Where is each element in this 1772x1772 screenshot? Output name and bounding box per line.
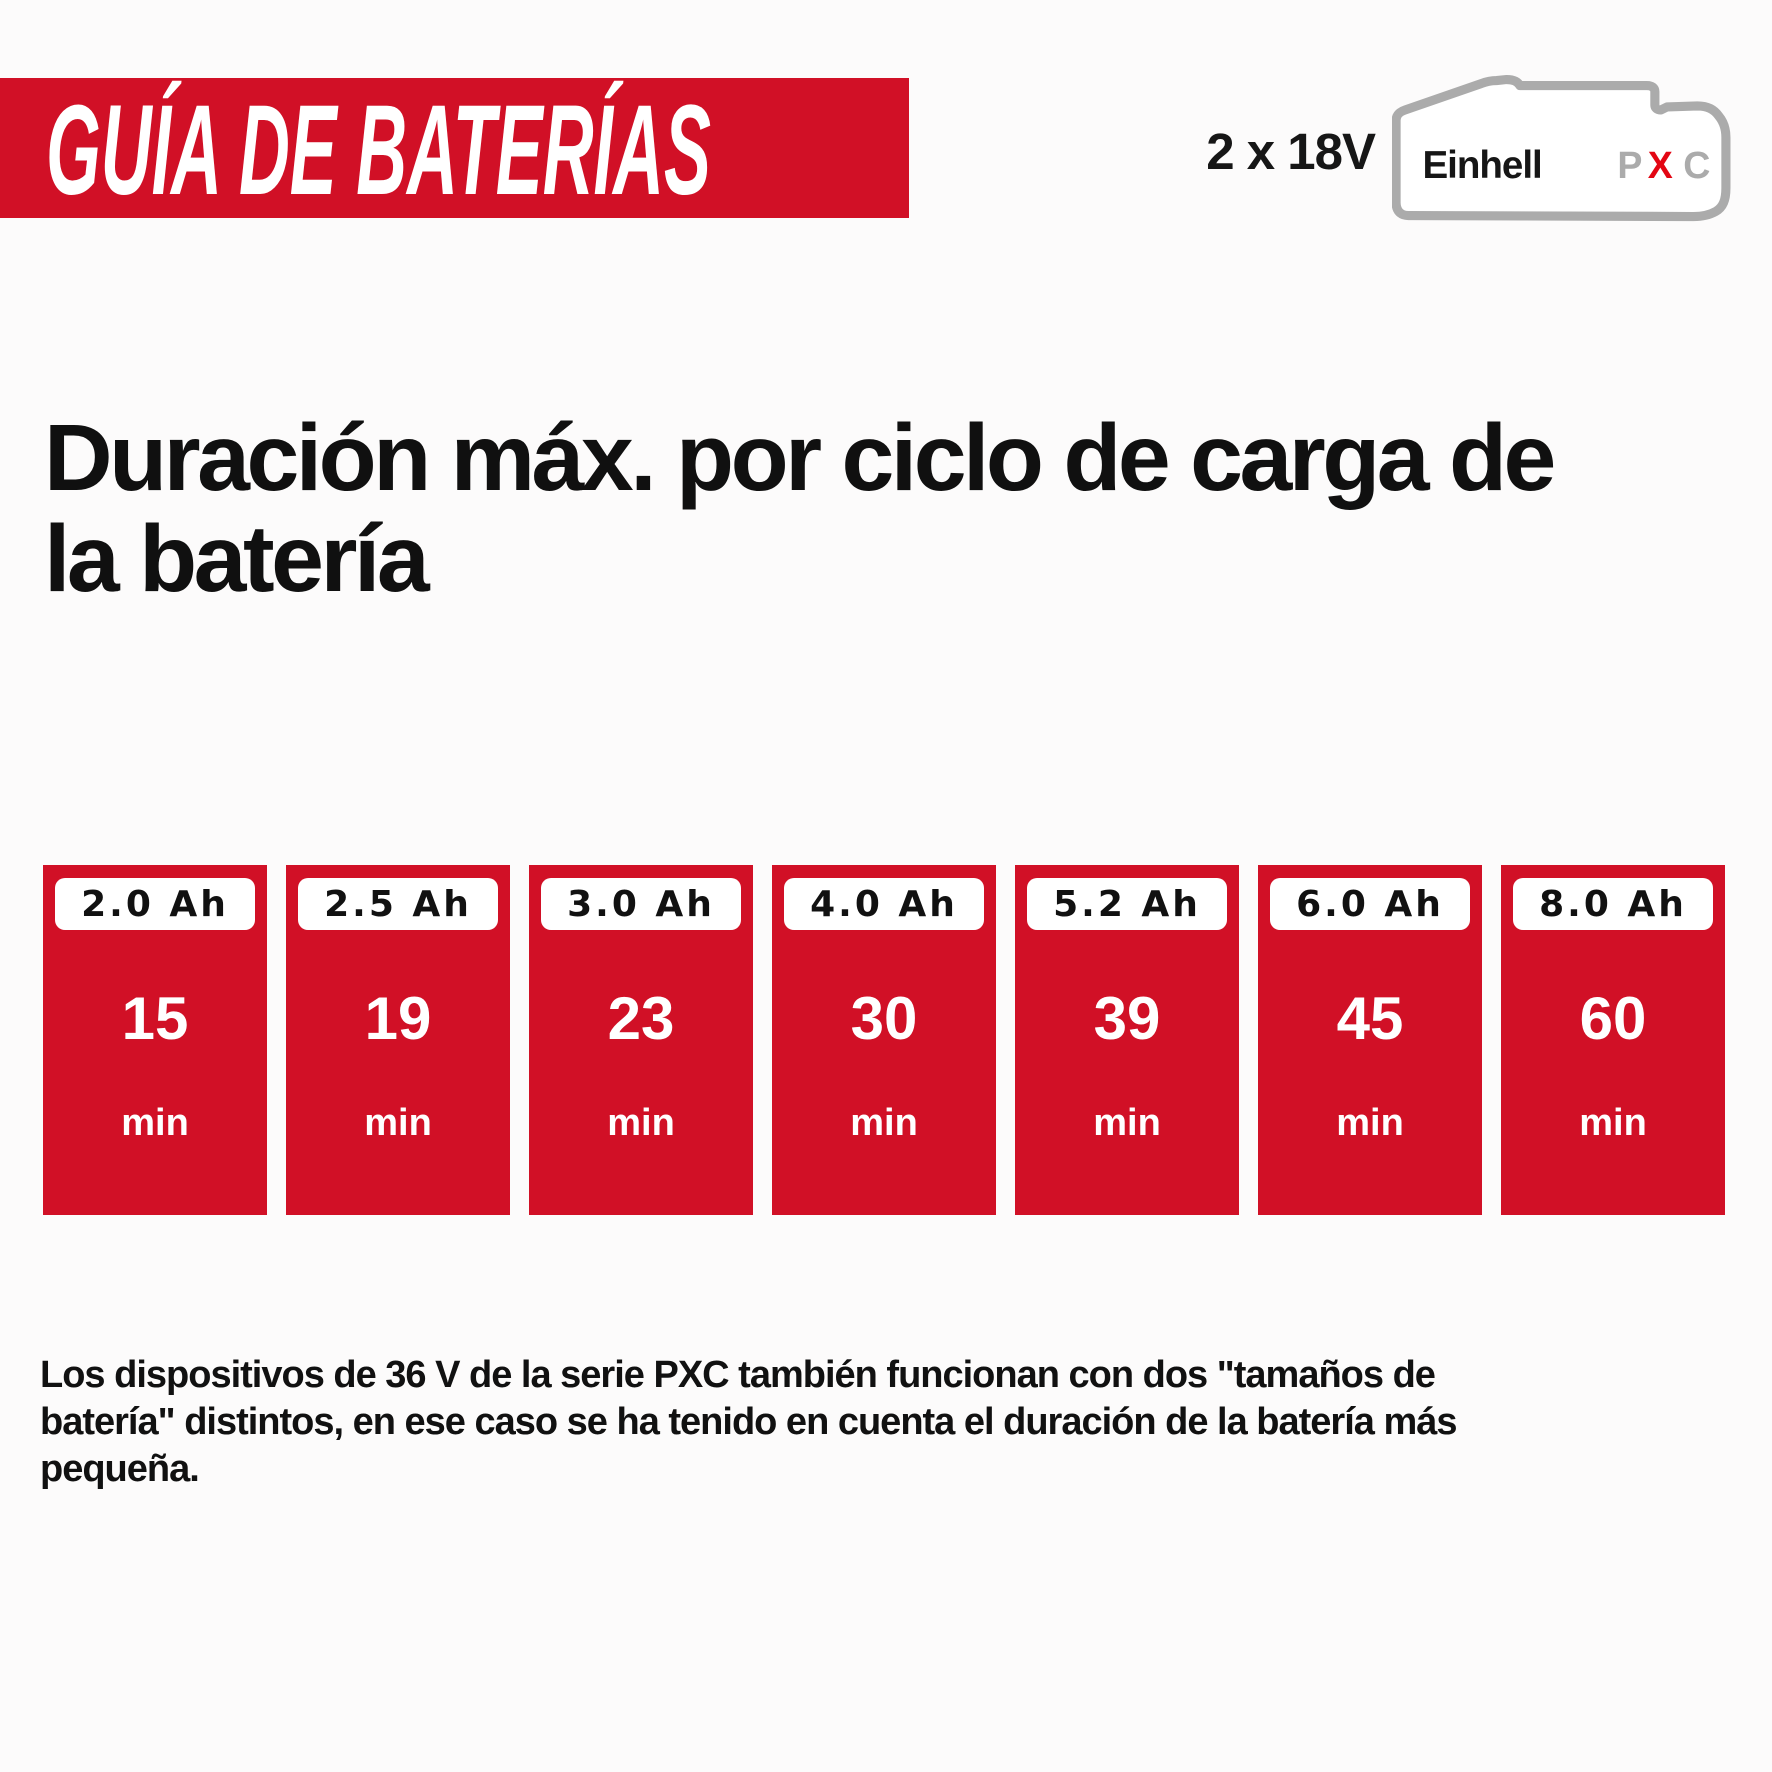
battery-card: 2.0 Ah 15 min xyxy=(43,865,267,1215)
battery-card: 3.0 Ah 23 min xyxy=(529,865,753,1215)
battery-card: 2.5 Ah 19 min xyxy=(286,865,510,1215)
page-title: Duración máx. por ciclo de carga de la b… xyxy=(44,408,1764,610)
charge-time-value: 15 xyxy=(121,985,189,1052)
battery-card: 5.2 Ah 39 min xyxy=(1015,865,1239,1215)
charge-time-unit: min xyxy=(1093,1102,1161,1144)
brand-pxc-letter-x: X xyxy=(1648,144,1673,186)
footnote-line-1: Los dispositivos de 36 V de la serie PXC… xyxy=(40,1354,1436,1396)
capacity-chip: 5.2 Ah xyxy=(1027,878,1227,930)
capacity-chip: 2.0 Ah xyxy=(55,878,255,930)
charge-time-value: 30 xyxy=(850,985,918,1052)
charge-time-value: 60 xyxy=(1579,985,1647,1052)
banner-title: GUÍA DE BATERÍAS xyxy=(46,79,711,222)
charge-time-unit: min xyxy=(1336,1102,1404,1144)
page-title-line-2: la batería xyxy=(44,506,430,612)
footnote-line-3: pequeña. xyxy=(40,1448,200,1490)
battery-outline-icon xyxy=(1392,74,1731,222)
voltage-label: 2 x 18V xyxy=(1206,123,1376,180)
title-banner: GUÍA DE BATERÍAS xyxy=(0,78,909,222)
charge-time-unit: min xyxy=(1579,1102,1647,1144)
charge-time-unit: min xyxy=(607,1102,675,1144)
battery-card-row: 2.0 Ah 15 min 2.5 Ah 19 min 3.0 Ah 23 mi… xyxy=(43,865,1743,1215)
einhell-pxc-logo: Einhell P X C xyxy=(1392,74,1731,222)
charge-time-unit: min xyxy=(364,1102,432,1144)
brand-pxc-letter-p: P xyxy=(1617,144,1642,186)
charge-time-unit: min xyxy=(121,1102,189,1144)
brand-pxc-letter-c: C xyxy=(1683,144,1710,186)
capacity-chip: 3.0 Ah xyxy=(541,878,741,930)
footnote: Los dispositivos de 36 V de la serie PXC… xyxy=(40,1352,1760,1493)
battery-card: 4.0 Ah 30 min xyxy=(772,865,996,1215)
charge-time-value: 39 xyxy=(1093,985,1161,1052)
capacity-chip: 6.0 Ah xyxy=(1270,878,1470,930)
charge-time-value: 23 xyxy=(607,985,675,1052)
charge-time-value: 45 xyxy=(1336,985,1404,1052)
charge-time-unit: min xyxy=(850,1102,918,1144)
battery-card: 6.0 Ah 45 min xyxy=(1258,865,1482,1215)
page-title-line-1: Duración máx. por ciclo de carga de xyxy=(44,405,1556,511)
capacity-chip: 2.5 Ah xyxy=(298,878,498,930)
footnote-line-2: batería" distintos, en ese caso se ha te… xyxy=(40,1401,1458,1443)
capacity-chip: 4.0 Ah xyxy=(784,878,984,930)
charge-time-value: 19 xyxy=(364,985,432,1052)
battery-card: 8.0 Ah 60 min xyxy=(1501,865,1725,1215)
capacity-chip: 8.0 Ah xyxy=(1513,878,1713,930)
brand-einhell-text: Einhell xyxy=(1422,144,1541,187)
